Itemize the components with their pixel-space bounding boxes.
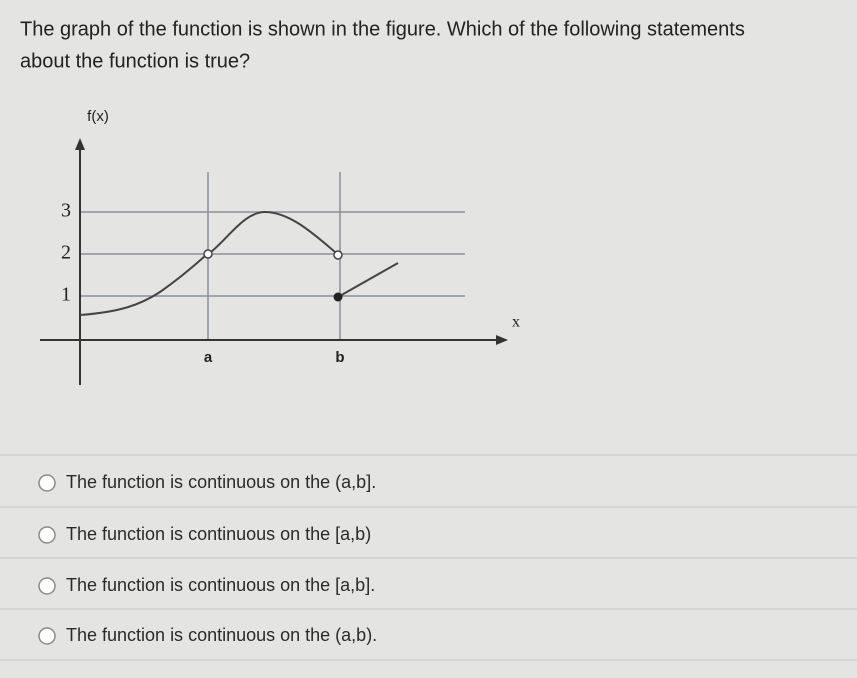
y-label: 3 bbox=[61, 200, 71, 222]
radio[interactable] bbox=[38, 474, 56, 492]
options: The function is continuous on the (a,b].… bbox=[0, 454, 857, 661]
y-label: 1 bbox=[61, 284, 71, 306]
open-point bbox=[333, 250, 343, 260]
figure bbox=[40, 138, 508, 385]
question-text: The graph of the function is shown in th… bbox=[20, 18, 745, 40]
curve bbox=[79, 210, 336, 316]
y-axis-label: f(x) bbox=[87, 108, 109, 125]
closed-point bbox=[333, 292, 343, 302]
arrow bbox=[75, 138, 85, 150]
arrow bbox=[496, 335, 508, 345]
x-label: b bbox=[335, 349, 344, 366]
option-text[interactable]: The function is continuous on the [a,b]. bbox=[66, 575, 375, 595]
radio[interactable] bbox=[38, 526, 56, 544]
option-text[interactable]: The function is continuous on the [a,b) bbox=[66, 524, 371, 544]
open-point bbox=[203, 249, 213, 259]
x-label: a bbox=[204, 349, 213, 366]
radio[interactable] bbox=[38, 627, 56, 645]
option-text[interactable]: The function is continuous on the (a,b). bbox=[66, 625, 377, 645]
curve bbox=[337, 262, 399, 298]
x-axis-label: x bbox=[512, 314, 520, 331]
y-label: 2 bbox=[61, 242, 71, 264]
option-text[interactable]: The function is continuous on the (a,b]. bbox=[66, 472, 376, 492]
radio[interactable] bbox=[38, 577, 56, 595]
question-text: about the function is true? bbox=[20, 50, 250, 72]
